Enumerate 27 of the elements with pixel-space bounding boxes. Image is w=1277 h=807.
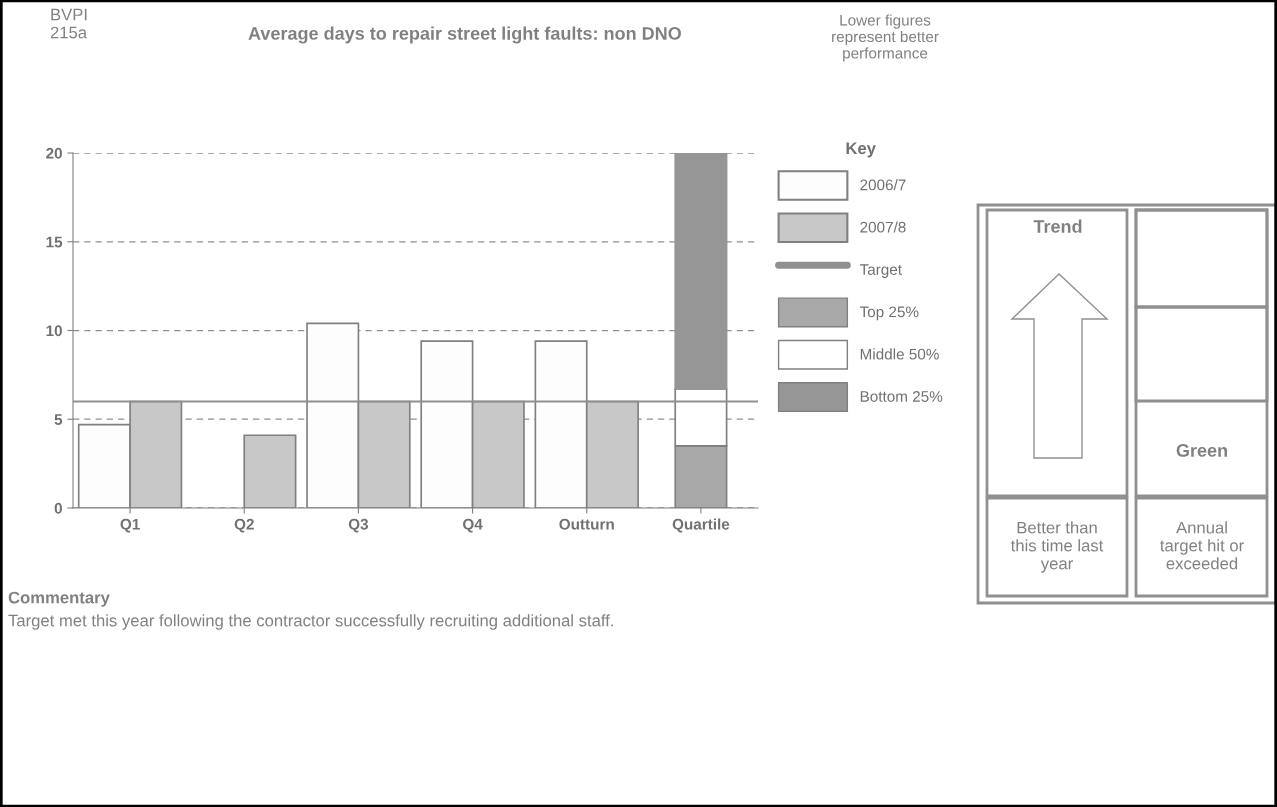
y-tick-label: 5 (54, 414, 63, 425)
x-tick-label: Q3 (348, 518, 369, 533)
legend-label: 2006/7 (860, 179, 906, 191)
text: Annual target hit or exceeded (1160, 521, 1244, 570)
text: Commentary (8, 591, 110, 607)
x-tick-label: Q4 (463, 518, 483, 533)
x-tick-label: Outturn (559, 518, 614, 530)
y-tick-label: 10 (46, 325, 62, 337)
text: Green (1176, 444, 1227, 457)
text: Lower figures represent better performance (832, 14, 939, 62)
text: BVPI 215a (50, 8, 88, 39)
legend-label: Bottom 25% (860, 391, 943, 402)
y-tick-label: 0 (54, 502, 62, 514)
text: Better than this time last year (1010, 521, 1104, 573)
legend-label: Middle 50% (860, 348, 939, 360)
x-tick-label: Quartile (672, 518, 730, 533)
y-tick-label: 15 (46, 236, 63, 248)
text: Trend (1033, 219, 1082, 233)
x-tick-label: Q1 (120, 518, 140, 533)
text: Target met this year following the contractor successfully recruiting additional staff. (8, 614, 613, 630)
legend-title: Key (846, 142, 876, 158)
chart-title: Average days to repair street light faults: non DNO (248, 26, 681, 44)
legend-label: 2007/8 (860, 221, 906, 233)
x-tick-label: Q2 (234, 518, 254, 533)
legend-label: Top 25% (859, 306, 919, 321)
y-tick-label: 20 (46, 147, 62, 159)
legend-label: Target (859, 264, 902, 278)
